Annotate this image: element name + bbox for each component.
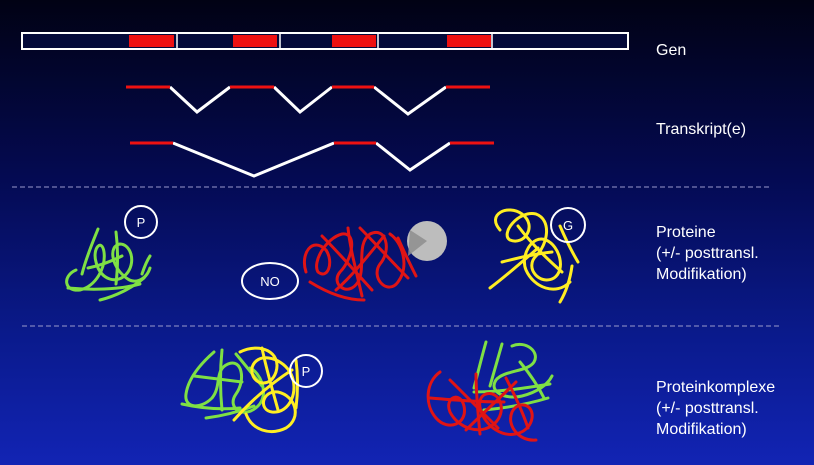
gene-exon-4	[447, 35, 491, 47]
label-proteins: Proteine (+/- posttransl. Modifikation)	[656, 224, 759, 283]
protein-yellow	[488, 208, 580, 304]
transcript-1	[126, 85, 490, 116]
gene-exon-3	[332, 35, 376, 47]
svg-text:P: P	[302, 364, 311, 379]
label-gene: Gen	[656, 42, 687, 59]
transcript-2	[130, 141, 494, 178]
phospho-tag-1: P	[124, 205, 158, 239]
complex-2-red	[426, 370, 538, 442]
complex-1-green	[180, 348, 265, 420]
gene-exon-2	[233, 35, 277, 47]
protein-red	[303, 226, 418, 302]
complex-1	[180, 346, 299, 433]
grey-ligand-circle-icon	[407, 221, 447, 261]
svg-text:NO: NO	[260, 274, 280, 289]
svg-text:G: G	[563, 218, 573, 233]
complex-1-yellow	[232, 346, 299, 433]
phospho-tag-2: P	[289, 354, 323, 388]
gene-bar	[21, 32, 629, 50]
complex-2	[426, 340, 554, 442]
no-tag: NO	[241, 262, 299, 300]
gene-exon-1	[129, 35, 174, 47]
complex-2-green	[472, 340, 554, 412]
label-transcripts: Transkript(e)	[656, 121, 747, 138]
glyco-tag: G	[550, 207, 586, 243]
label-protein-complexes: Proteinkomplexe (+/- posttransl. Modifik…	[656, 379, 776, 438]
protein-green	[65, 227, 152, 302]
svg-text:P: P	[137, 215, 146, 230]
